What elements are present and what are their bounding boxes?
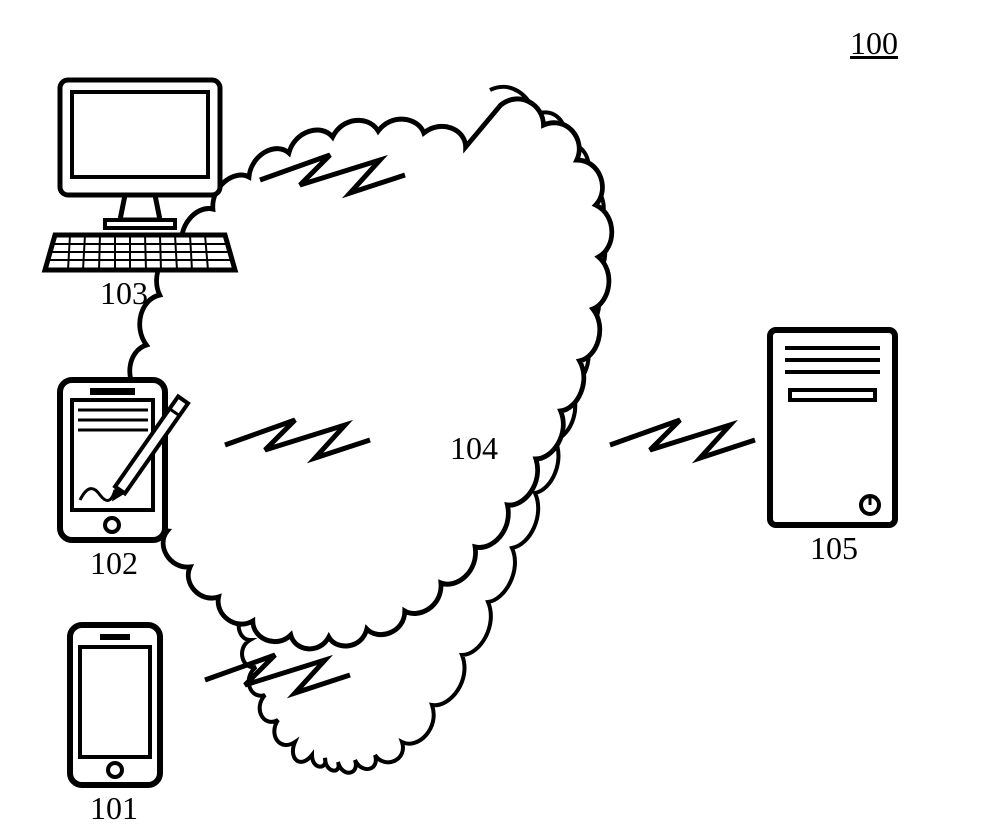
label-server: 105 [810,530,858,567]
wireless-link-smartphone-cloud [205,655,350,693]
label-tablet: 102 [90,545,138,582]
label-desktop: 103 [100,275,148,312]
network-diagram [0,0,1000,838]
label-smartphone: 101 [90,790,138,827]
smartphone-icon [70,625,160,785]
wireless-link-cloud-server [610,420,755,458]
label-cloud: 104 [450,430,498,467]
desktop-icon [45,80,235,270]
server-icon [770,330,895,525]
figure-number: 100 [850,25,898,62]
